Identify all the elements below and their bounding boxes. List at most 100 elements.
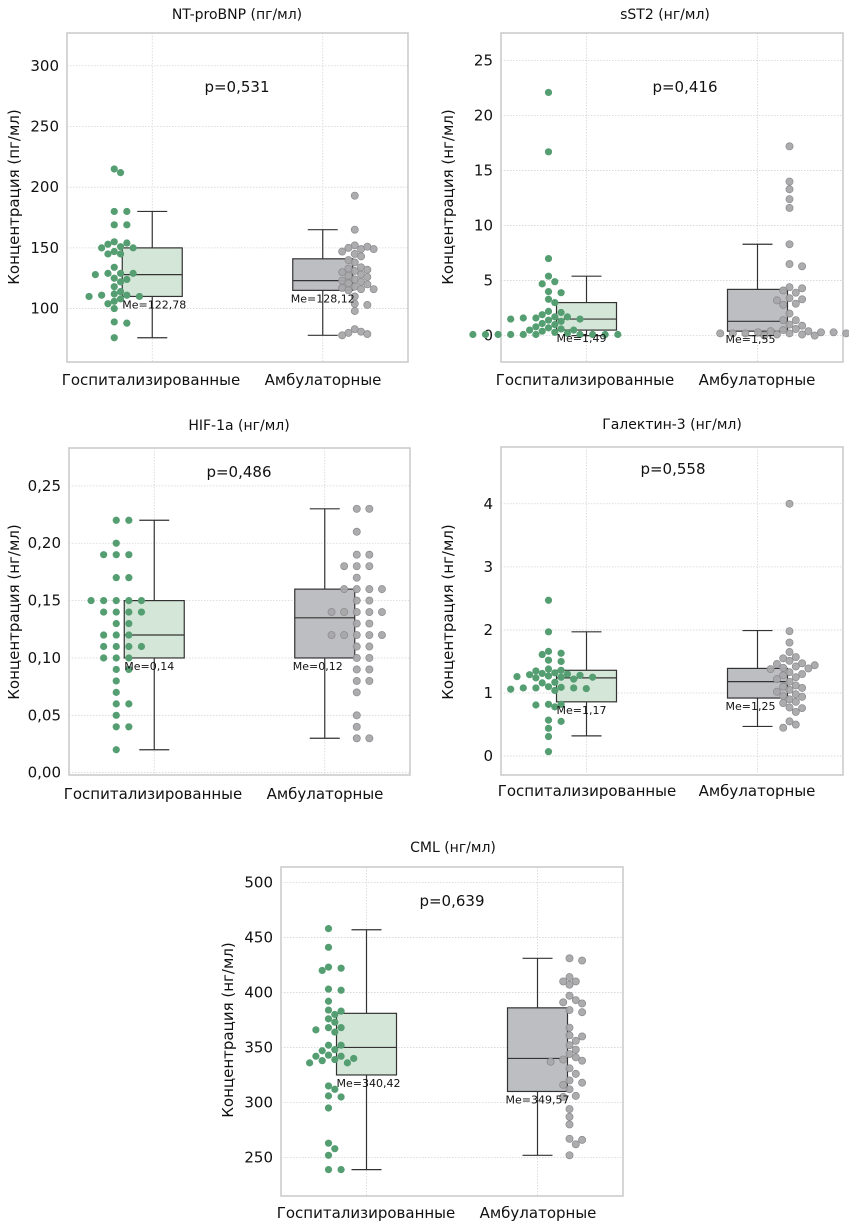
data-point bbox=[104, 269, 112, 277]
y-tick-label: 5 bbox=[483, 272, 493, 290]
data-point bbox=[570, 684, 578, 692]
data-point bbox=[791, 697, 800, 706]
data-point bbox=[538, 669, 546, 678]
data-point bbox=[576, 330, 584, 339]
data-point bbox=[557, 700, 565, 708]
data-point bbox=[365, 596, 374, 605]
data-point bbox=[551, 678, 559, 686]
data-point bbox=[110, 165, 118, 173]
data-point bbox=[137, 608, 146, 616]
data-point bbox=[557, 317, 565, 325]
data-point bbox=[357, 252, 365, 261]
data-point bbox=[369, 285, 378, 294]
data-point bbox=[98, 244, 106, 252]
y-axis-label: Концентрация (нг/мл) bbox=[219, 942, 237, 1117]
data-point bbox=[544, 672, 553, 680]
data-point bbox=[352, 619, 361, 628]
data-point bbox=[785, 668, 794, 677]
data-point bbox=[365, 642, 374, 651]
points-outpatient bbox=[766, 499, 819, 732]
data-point bbox=[779, 300, 788, 309]
data-point bbox=[817, 328, 825, 337]
points-hospitalized bbox=[507, 596, 597, 756]
p-value: p=0,416 bbox=[652, 78, 717, 96]
data-point bbox=[513, 673, 521, 681]
data-point bbox=[481, 330, 490, 339]
panel-sst2: sST2 (нг/мл) Концентрация (нг/мл) Госпит… bbox=[439, 7, 849, 389]
data-point bbox=[544, 324, 553, 332]
data-point bbox=[544, 732, 553, 741]
data-point bbox=[378, 608, 386, 617]
data-point bbox=[507, 315, 515, 323]
data-point bbox=[507, 330, 515, 339]
data-point bbox=[327, 631, 336, 639]
data-point bbox=[544, 724, 553, 732]
data-point bbox=[116, 278, 125, 286]
data-point bbox=[123, 221, 131, 229]
y-axis-label: Концентрация (нг/мл) bbox=[439, 524, 457, 699]
chart-title: HIF-1a (нг/мл) bbox=[188, 418, 289, 434]
data-point bbox=[576, 671, 584, 679]
data-point bbox=[125, 574, 133, 582]
data-point bbox=[337, 1007, 345, 1015]
data-point bbox=[538, 650, 546, 659]
median-label: Me=1,25 bbox=[726, 700, 776, 713]
data-point bbox=[785, 717, 794, 726]
data-point bbox=[116, 295, 125, 303]
data-point bbox=[331, 1010, 339, 1019]
y-tick-label: 500 bbox=[244, 873, 273, 891]
data-point bbox=[565, 1006, 574, 1014]
data-point bbox=[125, 631, 133, 639]
data-point bbox=[365, 676, 374, 685]
data-point bbox=[538, 679, 546, 687]
x-category-label: Амбулаторные bbox=[480, 1204, 597, 1222]
y-tick-label: 15 bbox=[474, 162, 493, 180]
data-point bbox=[112, 642, 120, 651]
data-point bbox=[507, 685, 515, 693]
data-point bbox=[546, 1057, 555, 1066]
data-point bbox=[318, 966, 326, 975]
points-outpatient bbox=[338, 191, 378, 340]
data-point bbox=[340, 585, 349, 594]
data-point bbox=[318, 1047, 326, 1055]
points-outpatient bbox=[327, 504, 386, 743]
data-point bbox=[785, 283, 794, 292]
data-point bbox=[578, 1008, 587, 1017]
data-point bbox=[125, 608, 133, 616]
data-point bbox=[337, 1052, 345, 1060]
data-point bbox=[565, 1064, 574, 1073]
data-point bbox=[571, 1045, 580, 1054]
data-point bbox=[350, 225, 359, 234]
data-point bbox=[135, 292, 144, 301]
data-point bbox=[312, 1052, 320, 1060]
data-point bbox=[324, 985, 333, 993]
data-point bbox=[779, 671, 788, 680]
y-tick-label: 450 bbox=[244, 928, 273, 946]
data-point bbox=[785, 195, 794, 204]
data-point bbox=[324, 1139, 333, 1147]
data-point bbox=[565, 973, 574, 981]
data-point bbox=[779, 286, 788, 295]
data-point bbox=[532, 684, 540, 692]
data-point bbox=[340, 562, 349, 571]
data-point bbox=[352, 711, 361, 720]
data-point bbox=[110, 207, 118, 216]
data-point bbox=[798, 659, 807, 668]
y-tick-label: 1 bbox=[483, 684, 493, 702]
x-category-label: Госпитализированные bbox=[498, 782, 677, 800]
data-point bbox=[365, 562, 374, 571]
data-point bbox=[772, 330, 781, 339]
data-point bbox=[363, 330, 372, 339]
data-point bbox=[369, 245, 378, 254]
data-point bbox=[110, 297, 118, 305]
data-point bbox=[791, 653, 800, 661]
data-point bbox=[728, 329, 737, 338]
data-point bbox=[104, 250, 112, 258]
data-point bbox=[551, 686, 559, 695]
data-point bbox=[352, 608, 361, 617]
data-point bbox=[779, 316, 788, 325]
data-point bbox=[110, 247, 118, 256]
data-point bbox=[100, 642, 108, 651]
data-point bbox=[551, 703, 559, 711]
